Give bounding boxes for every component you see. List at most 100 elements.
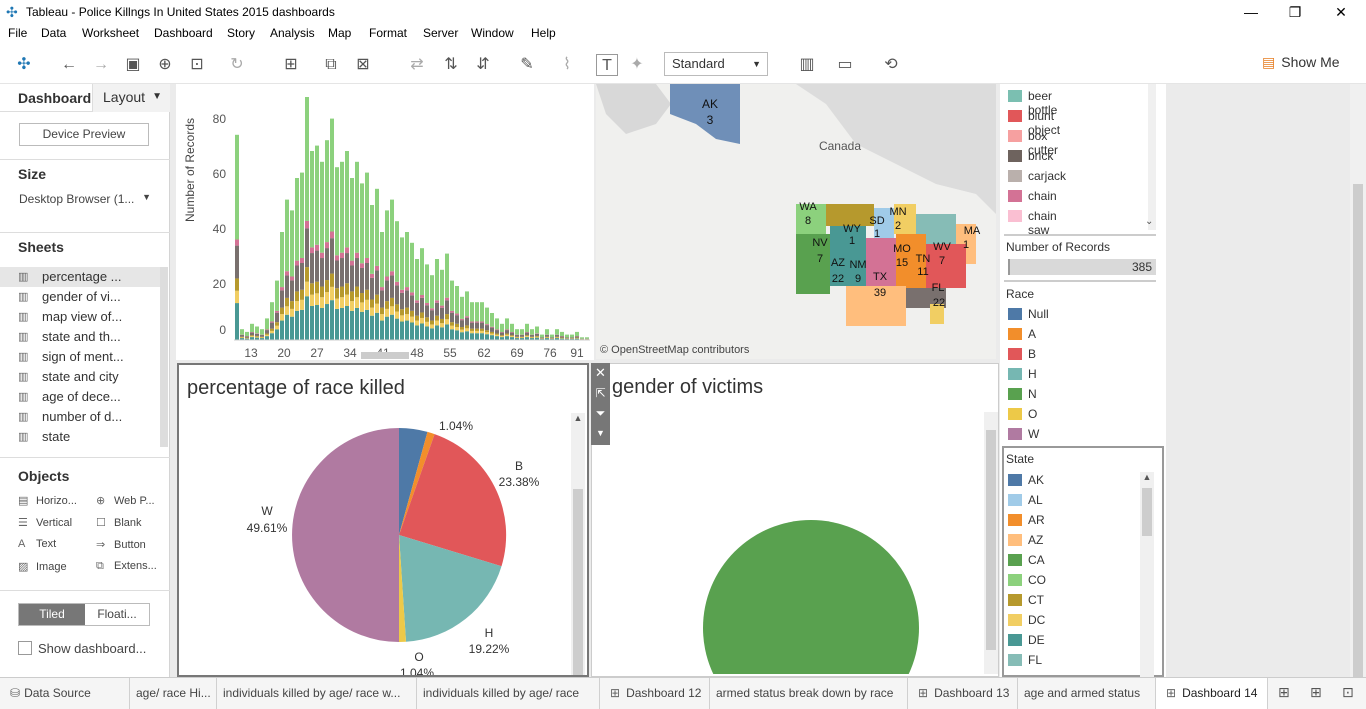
bar-segment[interactable]: [425, 302, 429, 306]
bar-segment[interactable]: [340, 297, 344, 308]
pie-slice-h[interactable]: [399, 535, 502, 642]
size-select[interactable]: Desktop Browser (1... ▼: [19, 192, 151, 206]
bar-segment[interactable]: [250, 337, 254, 340]
bar-segment[interactable]: [415, 320, 419, 326]
bar-segment[interactable]: [290, 276, 294, 281]
close-button[interactable]: ✕: [1335, 4, 1347, 20]
records-range[interactable]: 385: [1008, 259, 1156, 275]
bar-segment[interactable]: [400, 309, 404, 316]
share-icon[interactable]: ⟲: [884, 56, 898, 73]
tab-dashboard-14[interactable]: ⊞ Dashboard 14: [1156, 678, 1268, 709]
bar-segment[interactable]: [495, 330, 499, 334]
bar-segment[interactable]: [505, 330, 509, 334]
bar-segment[interactable]: [485, 330, 489, 333]
bar-segment[interactable]: [530, 336, 534, 338]
bar-segment[interactable]: [490, 335, 494, 340]
device-preview-button[interactable]: Device Preview: [19, 123, 149, 146]
bar-segment[interactable]: [350, 260, 354, 266]
menu-help[interactable]: Help: [531, 26, 556, 40]
bar-segment[interactable]: [380, 314, 384, 321]
bar-segment[interactable]: [485, 334, 489, 340]
bar-segment[interactable]: [555, 337, 559, 339]
bar-segment[interactable]: [420, 248, 424, 296]
bar-segment[interactable]: [470, 330, 474, 334]
bar-segment[interactable]: [315, 305, 319, 340]
minimize-button[interactable]: —: [1244, 4, 1258, 20]
bar-segment[interactable]: [510, 332, 514, 336]
bar-segment[interactable]: [315, 145, 319, 245]
bar-segment[interactable]: [400, 289, 404, 293]
show-title-checkbox[interactable]: [18, 641, 32, 655]
bar-segment[interactable]: [315, 244, 319, 251]
bar-segment[interactable]: [260, 335, 264, 337]
bar-segment[interactable]: [400, 321, 404, 340]
bar-segment[interactable]: [385, 280, 389, 302]
bar-segment[interactable]: [485, 324, 489, 326]
chevron-down-icon[interactable]: ⌄: [1145, 216, 1154, 227]
bar-segment[interactable]: [275, 280, 279, 311]
sheets-scrollbar[interactable]: [160, 267, 168, 447]
tableau-home-icon[interactable]: ✣: [17, 56, 31, 73]
bar-segment[interactable]: [395, 311, 399, 319]
bar-segment[interactable]: [385, 276, 389, 281]
bar-segment[interactable]: [390, 314, 394, 340]
bar-segment[interactable]: [345, 253, 349, 284]
bar-segment[interactable]: [265, 336, 269, 340]
floating-button[interactable]: Floati...: [97, 607, 137, 621]
bar-segment[interactable]: [495, 329, 499, 331]
bar-segment[interactable]: [440, 323, 444, 328]
menu-dashboard[interactable]: Dashboard: [154, 26, 213, 40]
bar-segment[interactable]: [530, 335, 534, 337]
bar-segment[interactable]: [290, 280, 294, 302]
bar-segment[interactable]: [565, 337, 569, 339]
bar-segment[interactable]: [515, 335, 519, 337]
bar-segment[interactable]: [300, 172, 304, 258]
bar-segment[interactable]: [285, 306, 289, 315]
gender-pie-slice[interactable]: [703, 520, 919, 674]
bar-segment[interactable]: [290, 210, 294, 277]
bar-segment[interactable]: [480, 328, 484, 331]
bar-segment[interactable]: [400, 292, 404, 310]
bar-segment[interactable]: [320, 252, 324, 259]
bar-segment[interactable]: [265, 329, 269, 331]
bar-segment[interactable]: [450, 329, 454, 340]
bar-segment[interactable]: [350, 178, 354, 261]
sheet-item[interactable]: ▥ age of dece...: [18, 389, 121, 404]
menu-story[interactable]: Story: [227, 26, 256, 40]
tab-dashboard[interactable]: Dashboard: [18, 90, 92, 106]
sheet-item[interactable]: ▥ sign of ment...: [18, 349, 124, 364]
bar-segment[interactable]: [465, 317, 469, 326]
bar-segment[interactable]: [325, 292, 329, 305]
bar-segment[interactable]: [370, 315, 374, 340]
menu-map[interactable]: Map: [328, 26, 352, 40]
bar-segment[interactable]: [310, 253, 314, 284]
bar-segment[interactable]: [455, 286, 459, 314]
object-text[interactable]: A Text: [18, 538, 57, 550]
bar-segment[interactable]: [480, 321, 484, 323]
bar-segment[interactable]: [425, 326, 429, 340]
bar-segment[interactable]: [340, 161, 344, 253]
bar-segment[interactable]: [250, 335, 254, 337]
bar-segment[interactable]: [445, 300, 449, 315]
duplicate-sheet-icon[interactable]: ⧉: [325, 56, 337, 73]
bar-segment[interactable]: [525, 332, 529, 336]
bar-segment[interactable]: [425, 305, 429, 318]
bar-segment[interactable]: [500, 336, 504, 338]
group-icon[interactable]: ⌇: [563, 56, 571, 73]
bar-segment[interactable]: [350, 301, 354, 311]
bar-segment[interactable]: [245, 338, 249, 340]
bar-segment[interactable]: [390, 199, 394, 272]
bar-segment[interactable]: [315, 281, 319, 294]
bar-segment[interactable]: [355, 258, 359, 287]
bar-segment[interactable]: [325, 304, 329, 340]
bar-segment[interactable]: [390, 306, 394, 315]
bar-segment[interactable]: [545, 335, 549, 337]
bar-segment[interactable]: [545, 337, 549, 339]
bar-segment[interactable]: [485, 325, 489, 331]
bar-segment[interactable]: [280, 320, 284, 340]
bar-segment[interactable]: [400, 237, 404, 290]
state-legend-scrollbar[interactable]: ▲: [1140, 472, 1154, 677]
bar-segment[interactable]: [285, 275, 289, 298]
pie-slice-w[interactable]: [292, 428, 399, 642]
bar-segment[interactable]: [390, 275, 394, 298]
